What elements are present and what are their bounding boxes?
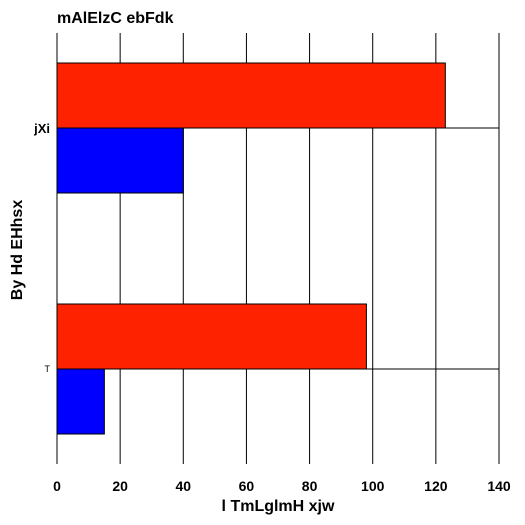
y-tick-label: jXi bbox=[33, 121, 50, 136]
bar bbox=[56, 368, 105, 435]
x-tick-label: 140 bbox=[487, 478, 511, 494]
chart-title: mAlElzC ebFdk bbox=[57, 10, 174, 27]
y-ticks: jXi T bbox=[33, 121, 50, 374]
x-tick-label: 120 bbox=[424, 478, 448, 494]
x-tick-label: 20 bbox=[112, 478, 128, 494]
bar bbox=[56, 127, 184, 194]
x-tick-label: 80 bbox=[302, 478, 318, 494]
y-tick-label: T bbox=[45, 364, 51, 374]
y-axis-label: By Hd EHhsx bbox=[9, 200, 26, 301]
x-tick-label: 0 bbox=[53, 478, 61, 494]
bar bbox=[56, 62, 446, 129]
bars bbox=[56, 62, 446, 435]
x-tick-label: 40 bbox=[175, 478, 191, 494]
bar bbox=[56, 303, 367, 370]
x-tick-label: 60 bbox=[239, 478, 255, 494]
x-ticks: 0 20 40 60 80 100 120 140 bbox=[53, 478, 511, 494]
x-axis-label: l TmLglmH xjw bbox=[222, 498, 335, 515]
x-tick-label: 100 bbox=[361, 478, 385, 494]
